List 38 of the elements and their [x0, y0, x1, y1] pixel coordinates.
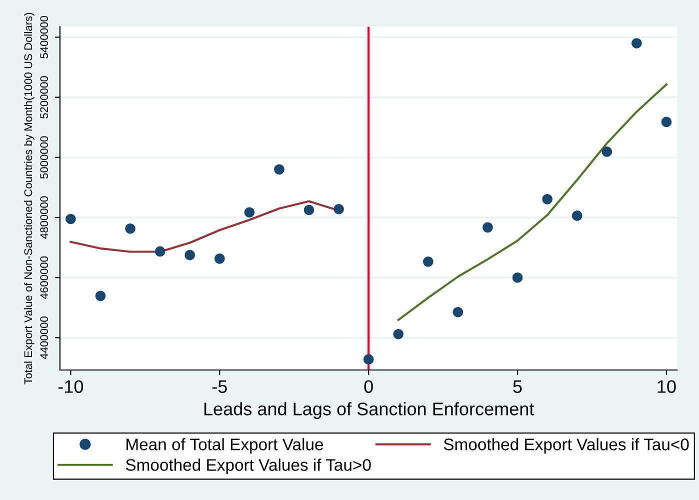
x-tick-label: -10 — [58, 380, 84, 393]
y-tick-label: 5000000 — [40, 136, 48, 179]
point — [572, 210, 582, 221]
point — [304, 204, 314, 216]
point — [244, 207, 255, 218]
y-tick-label: 4600000 — [40, 256, 48, 299]
point — [423, 256, 434, 267]
point — [452, 307, 464, 318]
x-tick-label: 10 — [658, 380, 676, 393]
point — [66, 214, 76, 224]
legend-label: Mean of Total Export Value — [126, 438, 324, 454]
x-axis-title: Leads and Lags of Sanction Enforcement — [204, 402, 534, 419]
point — [274, 164, 284, 175]
legend-label: Smoothed Export Values if Tau>0 — [126, 458, 371, 474]
point — [125, 223, 136, 234]
y-tick-label: 4800000 — [40, 196, 48, 239]
point — [602, 146, 612, 157]
y-tick-label: 4400000 — [40, 316, 48, 360]
point — [632, 38, 642, 48]
point — [393, 328, 404, 340]
line-series — [397, 83, 668, 322]
point — [95, 290, 106, 302]
y-tick-label: 5200000 — [40, 76, 48, 118]
legend-label: Smoothed Export Values if Tau<0 — [444, 438, 689, 454]
point — [214, 254, 225, 264]
point — [363, 354, 374, 364]
point — [661, 116, 672, 128]
point — [334, 204, 344, 214]
point — [542, 194, 552, 204]
point — [512, 272, 523, 283]
x-tick-label: 0 — [364, 380, 373, 393]
point — [184, 250, 195, 260]
y-tick-label: 5400000 — [40, 16, 48, 58]
x-tick-label: -5 — [212, 380, 227, 393]
y-axis-title: Total Export Value of Non-Sanctioned Countries by Month(1000 US Dollars) — [24, 12, 34, 384]
point — [154, 246, 166, 257]
x-tick-label: 5 — [513, 380, 522, 393]
point — [482, 222, 493, 233]
